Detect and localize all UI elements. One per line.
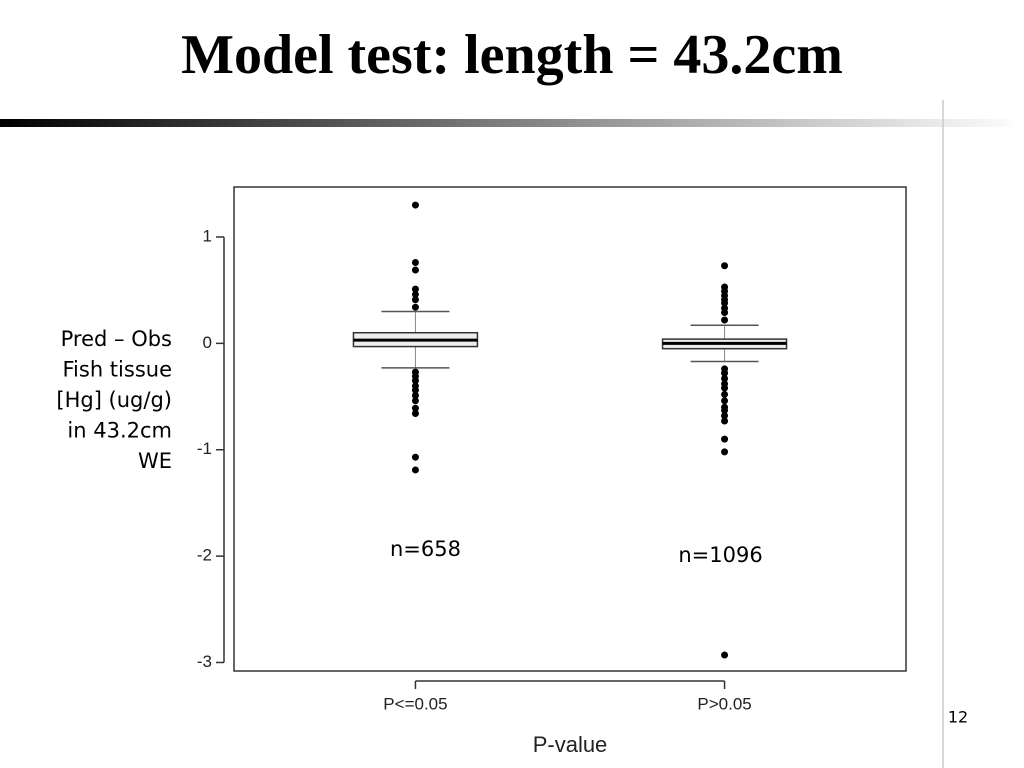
- y-tick-label: -1: [197, 439, 212, 458]
- outlier: [411, 404, 419, 412]
- outlier: [721, 384, 729, 392]
- outlier: [721, 448, 729, 456]
- y-axis-label: WE: [138, 449, 172, 473]
- outlier: [721, 299, 729, 307]
- outlier: [411, 296, 419, 304]
- title-rule: [0, 119, 1024, 127]
- y-tick-label: 0: [203, 333, 212, 352]
- outlier: [721, 412, 729, 420]
- outlier: [411, 410, 419, 418]
- outlier: [411, 303, 419, 311]
- annotation: n=658: [390, 537, 461, 561]
- y-axis-label: in 43.2cm: [67, 419, 172, 443]
- y-tick-label: 1: [203, 226, 212, 245]
- x-axis-label: P-value: [533, 732, 608, 757]
- outlier: [411, 377, 419, 385]
- y-axis-label: Fish tissue: [63, 358, 173, 382]
- outlier: [411, 285, 419, 293]
- outlier: [721, 309, 729, 317]
- outlier: [411, 201, 419, 209]
- outlier: [721, 397, 729, 405]
- outlier: [721, 316, 729, 324]
- outlier: [721, 390, 729, 398]
- slide-title: Model test: length = 43.2cm: [181, 24, 843, 86]
- y-axis-label: Pred – Obs: [61, 327, 172, 351]
- outlier: [721, 417, 729, 425]
- outlier: [411, 397, 419, 405]
- x-tick-label: P<=0.05: [383, 694, 447, 713]
- outlier: [721, 406, 729, 414]
- outlier: [411, 290, 419, 298]
- slide-number: 12: [948, 708, 968, 727]
- outlier: [411, 386, 419, 394]
- y-tick-label: -2: [197, 546, 212, 565]
- outlier: [721, 435, 729, 443]
- outlier: [721, 369, 729, 377]
- plot-frame: [233, 186, 907, 672]
- outlier: [721, 651, 729, 659]
- x-tick-label: P>0.05: [697, 694, 751, 713]
- outlier: [411, 466, 419, 474]
- y-tick-label: -3: [197, 652, 212, 671]
- outlier: [411, 391, 419, 399]
- y-axis-label: [Hg] (ug/g): [56, 388, 172, 412]
- outlier: [411, 453, 419, 461]
- outlier: [721, 262, 729, 270]
- outlier: [721, 374, 729, 382]
- outlier: [411, 259, 419, 267]
- annotation: n=1096: [678, 543, 762, 567]
- outlier: [411, 266, 419, 274]
